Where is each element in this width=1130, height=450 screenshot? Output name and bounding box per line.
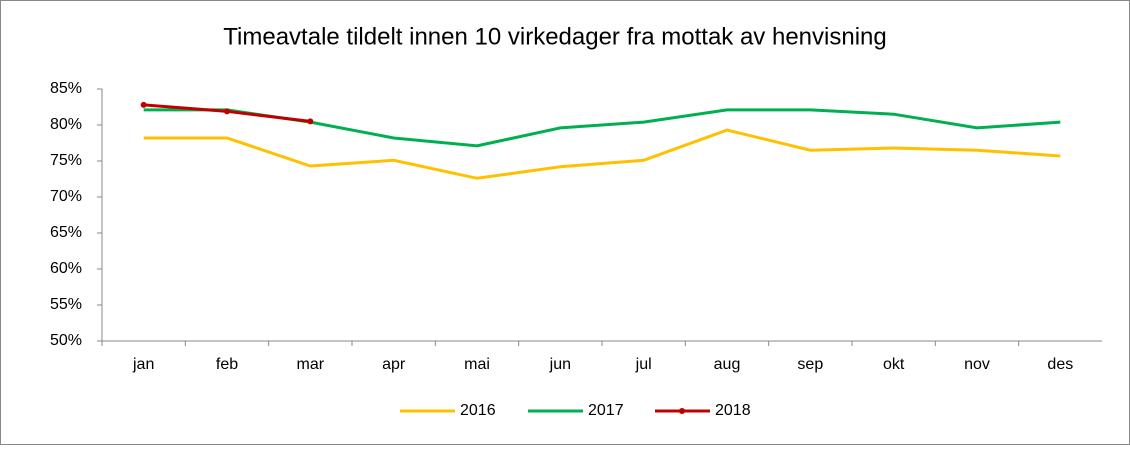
y-tick-label: 75% [50,152,82,169]
y-tick-label: 70% [50,188,82,205]
y-tick-label: 85% [50,80,82,97]
x-tick-label: okt [883,356,905,373]
x-tick-label: mai [464,356,490,373]
x-tick-label: jan [132,356,154,373]
x-tick-label: mar [297,356,325,373]
chart-title: Timeavtale tildelt innen 10 virkedager f… [223,23,886,50]
point-marker [224,108,230,115]
x-tick-label: feb [216,356,238,373]
x-tick-label: apr [382,356,406,373]
legend-label: 2018 [715,402,751,419]
x-tick-label: sep [797,356,823,373]
legend-marker [679,408,685,414]
point-marker [140,101,147,108]
x-tick-label: nov [964,356,990,373]
x-tick-label: jun [549,356,571,373]
x-tick-label: aug [714,356,741,373]
y-tick-label: 80% [50,116,82,133]
legend-label: 2016 [460,402,496,419]
series-line [143,128,1061,180]
legend-label: 2017 [588,402,624,419]
y-tick-label: 60% [50,260,82,277]
x-tick-label: des [1047,356,1073,373]
x-tick-label: jul [635,356,652,373]
y-tick-label: 50% [50,332,82,349]
y-tick-label: 55% [50,296,82,313]
point-marker [307,118,314,125]
y-tick-label: 65% [50,224,82,241]
